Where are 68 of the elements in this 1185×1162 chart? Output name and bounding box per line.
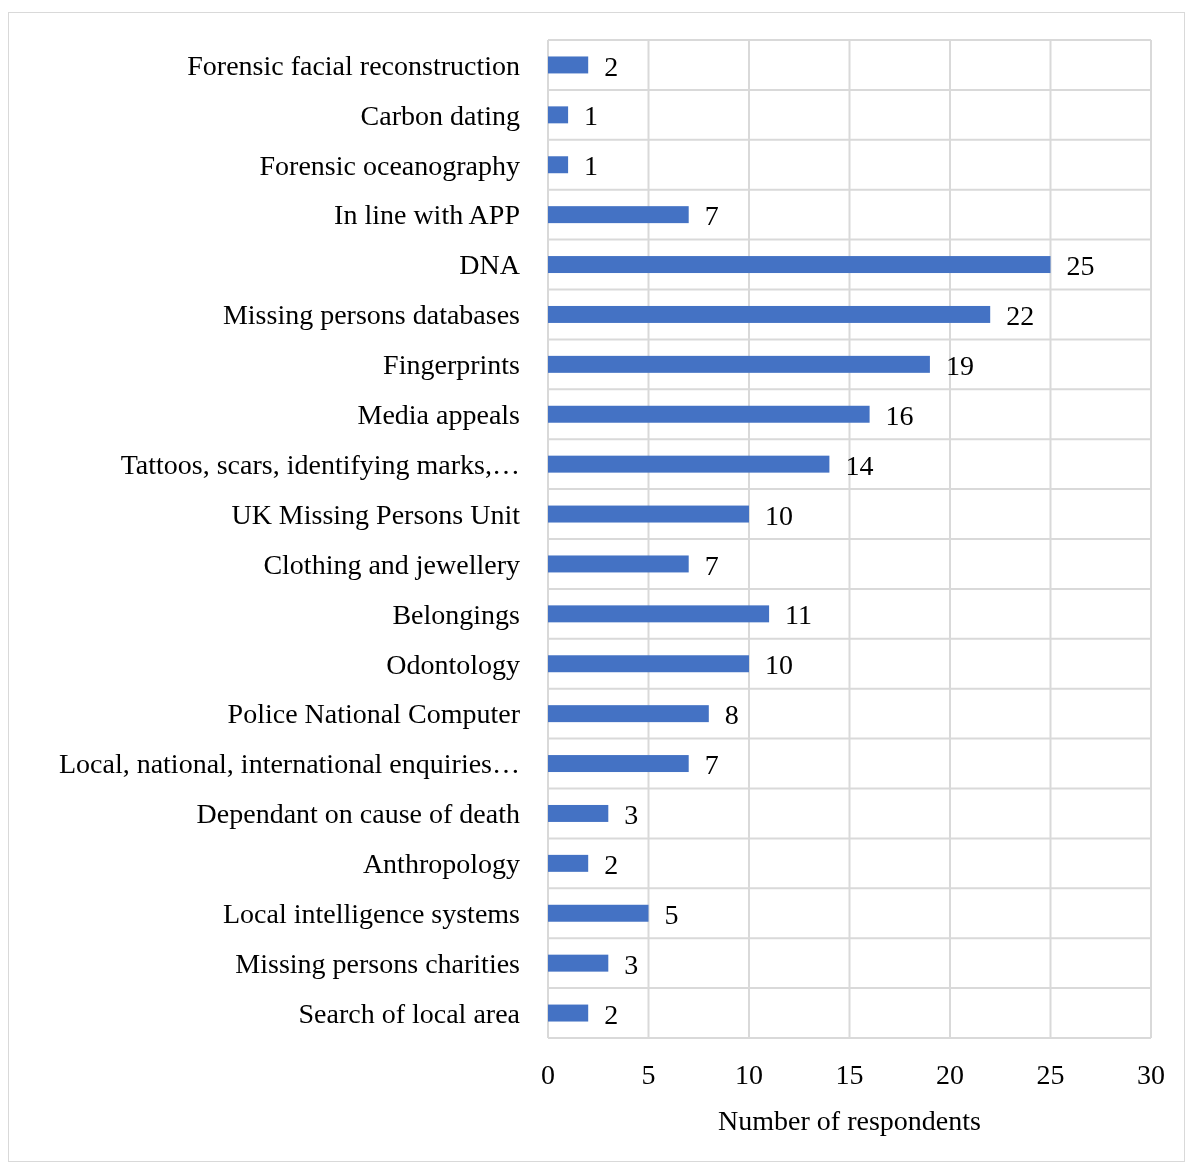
bar <box>548 904 649 922</box>
y-tick-label: Local, national, international enquiries… <box>58 748 520 780</box>
x-tick-label: 20 <box>936 1059 964 1090</box>
bar <box>548 505 749 523</box>
data-label: 8 <box>724 699 739 731</box>
bar <box>548 954 609 972</box>
data-label: 1 <box>584 150 599 182</box>
data-label: 11 <box>785 599 813 631</box>
x-tick-label: 30 <box>1137 1059 1165 1090</box>
y-tick-label: In line with APP <box>334 199 520 231</box>
bar <box>548 405 870 423</box>
x-axis-title: Number of respondents <box>718 1105 981 1136</box>
y-tick-label: Anthropology <box>362 848 520 880</box>
bar <box>548 555 689 573</box>
y-tick-label: Media appeals <box>357 399 520 431</box>
y-tick-label: Search of local area <box>298 997 521 1029</box>
bar <box>548 705 709 723</box>
bar <box>548 1004 589 1022</box>
y-tick-label: Fingerprints <box>383 349 520 381</box>
data-label: 5 <box>664 898 679 930</box>
data-label: 7 <box>704 200 719 232</box>
bar <box>548 854 589 872</box>
y-tick-label: Belongings <box>392 598 520 630</box>
bar <box>548 355 930 373</box>
x-tick-label: 15 <box>835 1059 864 1090</box>
bar <box>548 455 830 473</box>
data-label: 7 <box>704 549 719 581</box>
bar <box>548 804 609 822</box>
y-tick-label: Odontology <box>386 648 520 680</box>
y-tick-label: Dependant on cause of death <box>196 798 520 830</box>
y-tick-label: Local intelligence systems <box>222 898 520 930</box>
data-label: 22 <box>1006 300 1035 332</box>
data-label: 3 <box>624 948 639 980</box>
bar <box>548 305 991 323</box>
data-label: 16 <box>885 399 914 431</box>
y-tick-label: Forensic oceanography <box>259 149 520 181</box>
bar <box>548 206 689 224</box>
y-tick-label: Police National Computer <box>227 698 521 730</box>
y-tick-label: Carbon dating <box>360 99 520 131</box>
y-tick-label: Forensic facial reconstruction <box>187 49 520 81</box>
data-label: 3 <box>624 799 639 831</box>
x-tick-label: 10 <box>735 1059 763 1090</box>
x-tick-label: 0 <box>541 1059 555 1090</box>
bar <box>548 256 1051 274</box>
x-tick-label: 5 <box>641 1059 656 1090</box>
y-tick-label: UK Missing Persons Unit <box>231 498 521 530</box>
data-label: 14 <box>845 449 874 481</box>
y-tick-label: Missing persons charities <box>235 947 520 979</box>
data-label: 10 <box>765 499 793 531</box>
data-label: 7 <box>704 749 719 781</box>
y-tick-label: Clothing and jewellery <box>263 548 520 580</box>
bar <box>548 156 569 174</box>
bar <box>548 655 749 673</box>
bar <box>548 755 689 773</box>
data-label: 2 <box>604 998 619 1030</box>
data-label: 2 <box>604 50 619 82</box>
x-tick-label: 25 <box>1036 1059 1065 1090</box>
y-tick-label: Missing persons databases <box>222 299 520 331</box>
y-tick-label: Tattoos, scars, identifying marks,… <box>120 448 520 480</box>
y-tick-label: DNA <box>459 249 521 281</box>
bar <box>548 605 770 623</box>
bar <box>548 106 569 124</box>
data-label: 10 <box>765 649 793 681</box>
data-label: 19 <box>945 349 974 381</box>
data-label: 2 <box>604 848 619 880</box>
bar <box>548 56 589 74</box>
data-label: 1 <box>584 100 599 132</box>
data-label: 25 <box>1066 250 1095 282</box>
